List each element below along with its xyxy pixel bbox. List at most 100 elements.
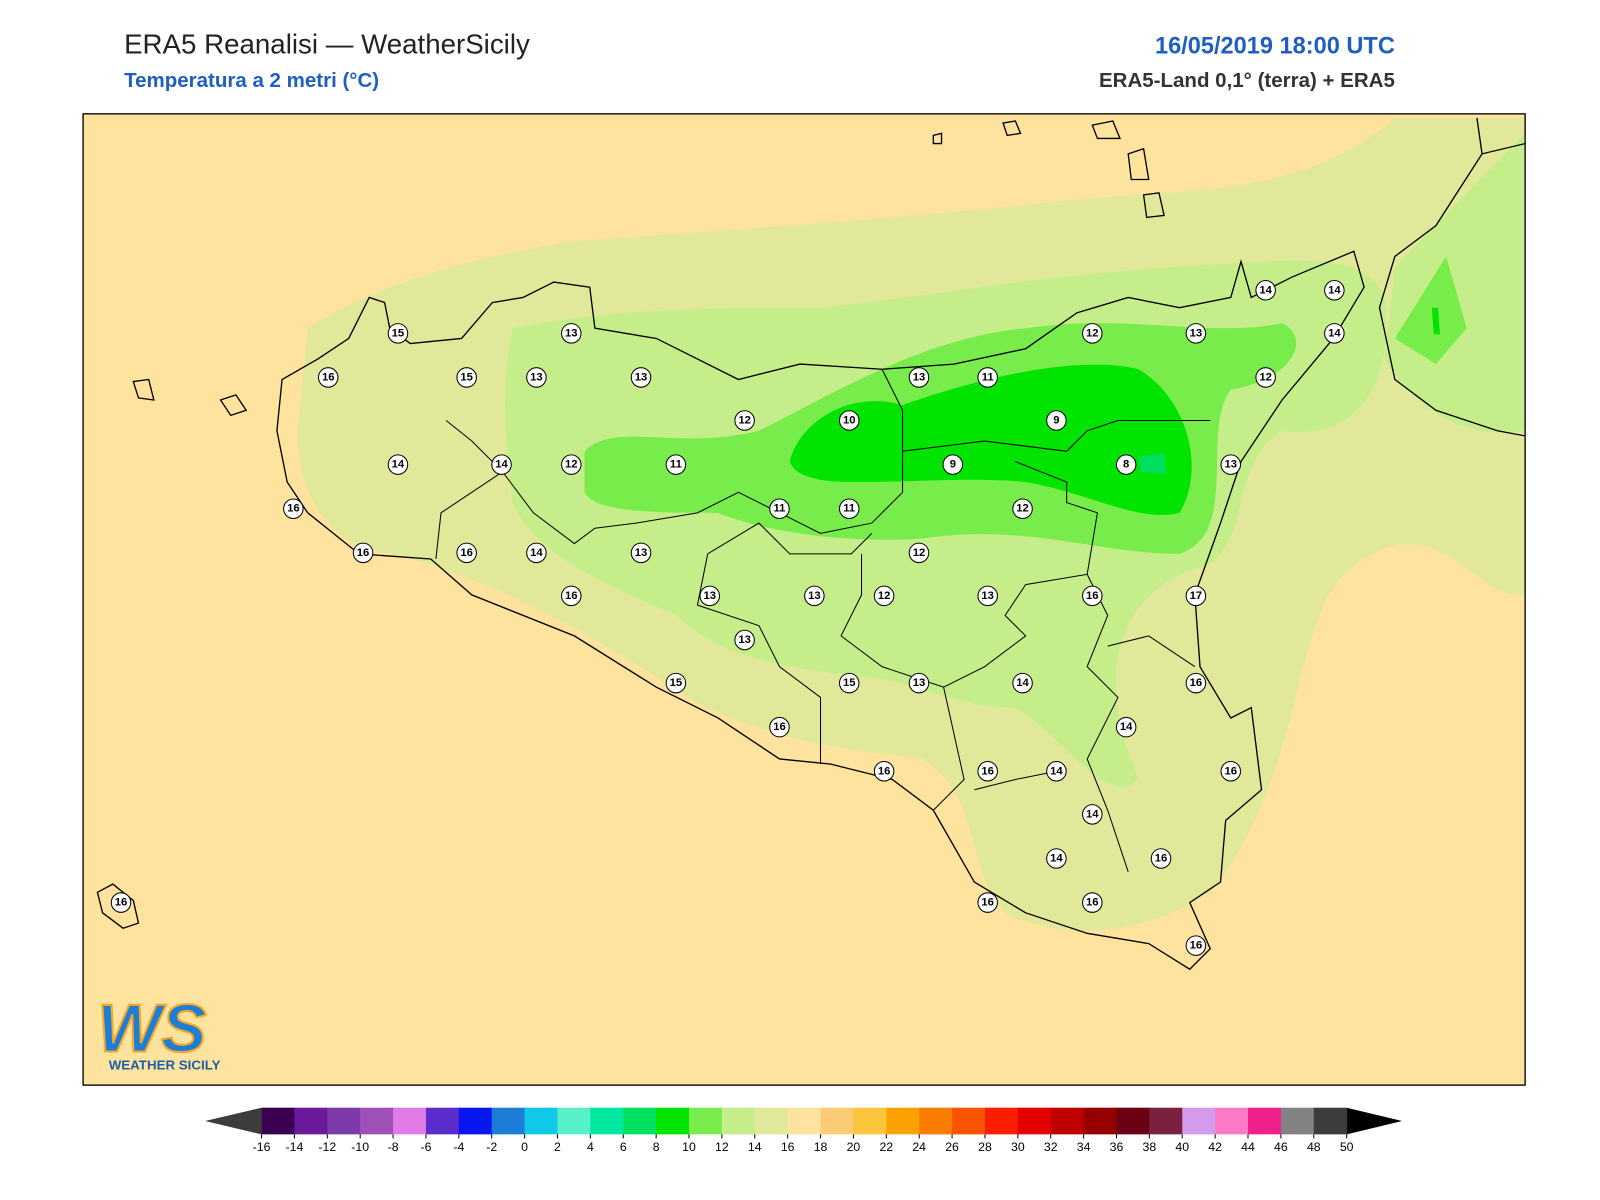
station-value: 13: [738, 634, 751, 646]
station-marker: [283, 498, 304, 519]
station-marker: [1115, 454, 1137, 475]
station-value: 16: [115, 897, 128, 909]
station-value: 16: [981, 765, 994, 777]
colorbar-tick-label: 28: [978, 1140, 992, 1154]
colorbar-swatch: [984, 1107, 1019, 1135]
colorbar-swatch: [590, 1107, 624, 1135]
station-value: 13: [530, 371, 543, 383]
station-value: 13: [1225, 459, 1238, 471]
station-value: 12: [878, 590, 891, 602]
station-marker: [630, 542, 652, 564]
station-marker: [1082, 804, 1103, 825]
station-marker: [387, 454, 409, 475]
station-marker: [908, 672, 930, 694]
station-value: 15: [670, 677, 683, 689]
station-value: 14: [1050, 765, 1063, 777]
station-marker: [491, 454, 512, 475]
station-marker: [1255, 279, 1276, 301]
colorbar-tick-label: 14: [748, 1140, 762, 1154]
station-marker: [561, 585, 582, 607]
colorbar-tick-label: -10: [351, 1140, 369, 1154]
station-value: 13: [703, 590, 716, 602]
colorbar-swatch: [886, 1107, 920, 1135]
colorbar-tick-label: 42: [1208, 1140, 1222, 1154]
colorbar-tick-label: 8: [653, 1140, 660, 1154]
station-value: 14: [392, 459, 405, 471]
map-area: 15 13 16 15 13 13 14 14 12 11 12 10 13 11 9 9 8 12 13 14 14 1…: [82, 113, 1526, 1086]
station-value: 14: [1328, 327, 1341, 339]
colorbar-swatch: [1149, 1107, 1183, 1135]
station-value: 11: [982, 371, 994, 383]
colorbar-tick-label: -6: [420, 1140, 431, 1154]
colorbar-tick-label: -12: [318, 1140, 336, 1154]
colorbar-tick-label: 18: [814, 1140, 828, 1154]
colorbar-tick-label: 0: [521, 1140, 528, 1154]
colorbar-tick-label: 30: [1011, 1140, 1025, 1154]
station-value: 16: [1155, 852, 1168, 864]
colorbar-swatch: [1182, 1107, 1216, 1135]
colorbar-tick-label: 46: [1274, 1140, 1288, 1154]
station-marker: [908, 367, 930, 388]
colorbar-swatch: [524, 1107, 558, 1135]
station-marker: [317, 367, 339, 388]
station-value: 9: [950, 459, 956, 471]
contour-6: [1138, 453, 1167, 474]
colorbar-swatch: [1116, 1107, 1150, 1135]
colorbar-tick-label: 10: [682, 1140, 696, 1154]
colorbar-tick-label: 44: [1241, 1140, 1255, 1154]
colorbar-tick-label: -2: [486, 1140, 497, 1154]
colorbar-swatch: [327, 1107, 361, 1135]
station-marker: [769, 498, 790, 519]
station-value: 13: [635, 371, 648, 383]
station-marker: [1185, 672, 1207, 694]
colorbar-swatch: [557, 1107, 591, 1135]
colorbar: -16 -14 -12 -10 -8 -6 -4 -2 0 2 4 6 8 10 12 14 16 18 20 22 2…: [205, 1107, 1403, 1154]
logo-caption: WEATHER SICILY: [109, 1058, 221, 1073]
station-marker: [1046, 848, 1067, 869]
station-value: 16: [1225, 765, 1238, 777]
colorbar-swatch: [952, 1107, 986, 1135]
station-marker: [387, 323, 409, 344]
station-marker: [977, 892, 998, 913]
station-marker: [1185, 935, 1207, 956]
station-value: 13: [635, 547, 648, 559]
station-value: 11: [670, 459, 682, 471]
station-marker: [734, 629, 755, 651]
datetime: 16/05/2019 18:00 UTC: [1155, 32, 1395, 58]
station-marker: [1220, 454, 1242, 475]
station-marker: [352, 542, 374, 564]
station-marker: [769, 716, 790, 738]
station-marker: [1082, 323, 1103, 344]
station-value: 13: [981, 590, 994, 602]
station-marker: [1150, 848, 1172, 869]
station-value: 14: [1120, 721, 1133, 733]
colorbar-swatch: [623, 1107, 657, 1135]
colorbar-swatch: [1280, 1107, 1315, 1135]
station-marker: [1185, 585, 1207, 607]
station-value: 14: [1328, 284, 1341, 296]
colorbar-swatch: [1313, 1107, 1348, 1135]
station-value: 12: [1086, 327, 1099, 339]
station-marker: [838, 672, 860, 694]
colorbar-swatch: [1050, 1107, 1085, 1135]
station-marker: [942, 454, 964, 475]
coastline: [276, 250, 1365, 971]
colorbar-over: [1346, 1107, 1403, 1135]
colorbar-swatch: [425, 1107, 460, 1135]
colorbar-tick-label: 20: [847, 1140, 861, 1154]
colorbar-tick-label: 50: [1340, 1140, 1354, 1154]
colorbar-tick-label: -16: [253, 1140, 271, 1154]
station-value: 11: [843, 503, 855, 515]
colorbar-tick-label: 40: [1175, 1140, 1189, 1154]
source: ERA5-Land 0,1° (terra) + ERA5: [1099, 69, 1395, 92]
station-marker: [838, 498, 860, 519]
station-marker: [734, 410, 755, 431]
station-marker: [561, 323, 582, 344]
station-value: 11: [774, 503, 786, 515]
station-value: 12: [565, 459, 578, 471]
station-value: 12: [1259, 371, 1272, 383]
contour-8: [789, 364, 1192, 515]
station-value: 13: [565, 327, 578, 339]
colorbar-swatch: [656, 1107, 690, 1135]
station-marker: [908, 542, 930, 564]
